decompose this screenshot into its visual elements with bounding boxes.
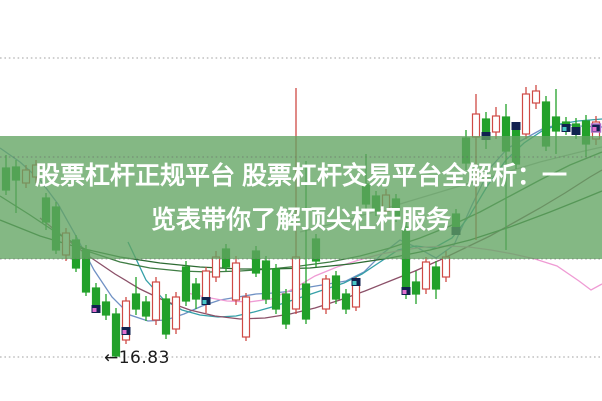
- candle-down: [301, 283, 311, 320]
- candle-up: [151, 281, 161, 321]
- candle-down: [91, 287, 101, 309]
- candle-up: [421, 261, 431, 290]
- signal-marker: [561, 124, 571, 132]
- candle-down: [331, 275, 341, 300]
- banner-title-line1: 股票杠杆正规平台 股票杠杆交易平台全解析：一: [35, 161, 567, 190]
- candle-down: [281, 293, 291, 325]
- candle-up: [521, 93, 531, 135]
- signal-marker: [121, 327, 131, 335]
- signal-marker: [91, 305, 101, 313]
- signal-marker: [351, 278, 361, 286]
- signal-marker: [571, 127, 581, 135]
- candle-down: [141, 301, 151, 317]
- candle-up: [121, 300, 131, 341]
- signal-marker-pip: [352, 281, 357, 285]
- signal-marker-pip: [202, 300, 207, 304]
- banner-title-line2: 览表带你了解顶尖杠杆服务: [150, 205, 451, 234]
- signal-marker-pip: [122, 330, 127, 334]
- title-banner: 股票杠杆正规平台 股票杠杆交易平台全解析：一 览表带你了解顶尖杠杆服务: [0, 136, 602, 259]
- candle-up: [471, 113, 481, 138]
- candle-up: [241, 296, 251, 338]
- candle-down: [131, 293, 141, 310]
- signal-marker: [590, 123, 602, 133]
- signal-marker-pip: [92, 308, 97, 312]
- candle-down: [551, 116, 561, 132]
- candle-down: [101, 301, 111, 316]
- candle-down: [161, 298, 171, 335]
- candle-up: [291, 256, 301, 310]
- candle-up: [491, 115, 501, 133]
- signal-marker: [401, 287, 411, 295]
- candle-down: [431, 266, 441, 290]
- signal-marker: [511, 122, 521, 130]
- candle-up: [531, 90, 541, 104]
- candle-down: [481, 118, 491, 133]
- low-price-annotation: ←16.83: [104, 348, 170, 368]
- candle-down: [261, 260, 271, 300]
- candle-down: [271, 268, 281, 310]
- candle-down: [561, 121, 571, 130]
- candle-down: [181, 266, 191, 302]
- candle-up: [201, 270, 211, 300]
- signal-marker-pip: [402, 290, 407, 294]
- candle-up: [351, 281, 361, 308]
- candle-up: [231, 262, 241, 301]
- candle-down: [571, 123, 581, 133]
- candle-down: [341, 293, 351, 310]
- candle-up: [171, 296, 181, 330]
- candle-down: [411, 281, 421, 295]
- signal-marker-pip: [562, 127, 567, 131]
- candle-up: [211, 256, 221, 278]
- signal-marker: [201, 297, 211, 305]
- candle-down: [191, 283, 201, 300]
- candle-up: [321, 278, 331, 310]
- candle-up: [441, 256, 451, 278]
- signal-marker-pip: [592, 127, 597, 131]
